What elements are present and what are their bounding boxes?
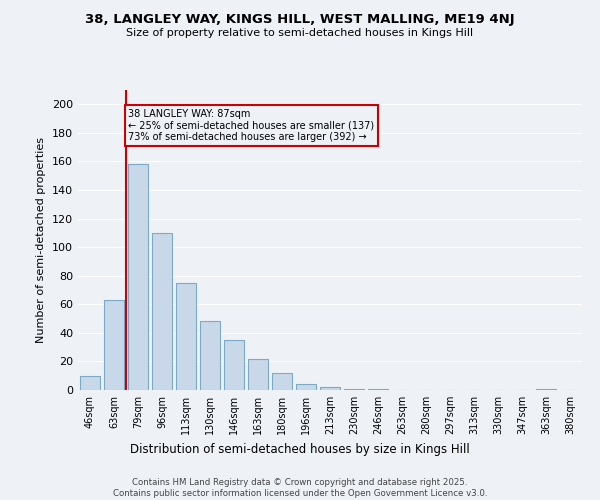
Text: 38 LANGLEY WAY: 87sqm
← 25% of semi-detached houses are smaller (137)
73% of sem: 38 LANGLEY WAY: 87sqm ← 25% of semi-deta… — [128, 108, 374, 142]
Text: Distribution of semi-detached houses by size in Kings Hill: Distribution of semi-detached houses by … — [130, 442, 470, 456]
Bar — [176, 283, 196, 390]
Bar — [344, 388, 364, 390]
Bar — [320, 387, 340, 390]
Bar — [152, 233, 172, 390]
Bar — [536, 388, 556, 390]
Y-axis label: Number of semi-detached properties: Number of semi-detached properties — [37, 137, 46, 343]
Bar — [272, 373, 292, 390]
Bar — [128, 164, 148, 390]
Bar — [296, 384, 316, 390]
Text: 38, LANGLEY WAY, KINGS HILL, WEST MALLING, ME19 4NJ: 38, LANGLEY WAY, KINGS HILL, WEST MALLIN… — [85, 12, 515, 26]
Text: Contains HM Land Registry data © Crown copyright and database right 2025.
Contai: Contains HM Land Registry data © Crown c… — [113, 478, 487, 498]
Bar — [248, 358, 268, 390]
Text: Size of property relative to semi-detached houses in Kings Hill: Size of property relative to semi-detach… — [127, 28, 473, 38]
Bar — [104, 300, 124, 390]
Bar — [200, 322, 220, 390]
Bar — [224, 340, 244, 390]
Bar — [368, 388, 388, 390]
Bar — [80, 376, 100, 390]
